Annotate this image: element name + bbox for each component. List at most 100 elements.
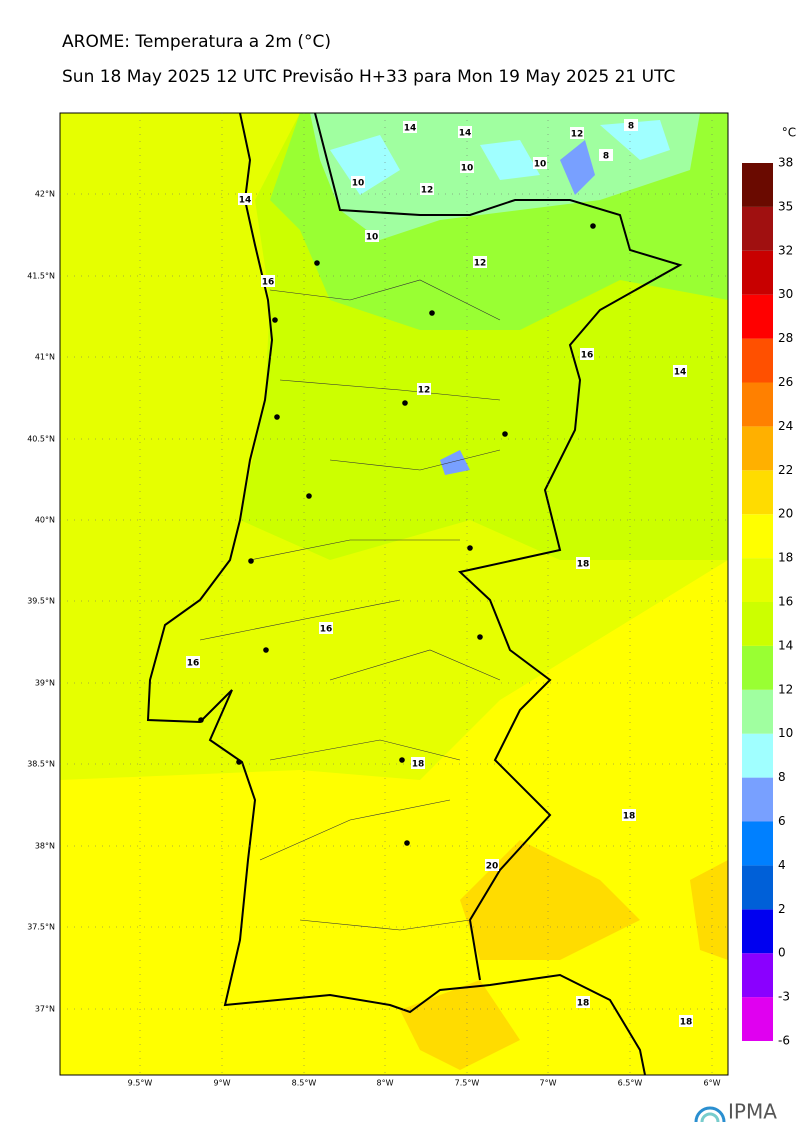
city-dot xyxy=(402,400,408,406)
colorbar-bin xyxy=(742,426,773,471)
colorbar-bin xyxy=(742,250,773,295)
logo-arc xyxy=(700,1112,720,1123)
colorbar-bin xyxy=(742,645,773,690)
colorbar-bin xyxy=(742,514,773,559)
colorbar-bin xyxy=(742,338,773,383)
city-dot xyxy=(429,310,435,316)
lat-label: 37.5°N xyxy=(27,923,55,932)
colorbar-bin xyxy=(742,382,773,427)
contour-label: 16 xyxy=(187,659,200,669)
colorbar-unit: °C xyxy=(782,126,796,140)
contour-label-bg xyxy=(238,193,252,205)
colorbar-tick-label: 26 xyxy=(778,375,793,389)
contour-label: 18 xyxy=(412,760,425,770)
contour-label-bg xyxy=(186,656,200,668)
border xyxy=(314,113,683,981)
contour-label: 18 xyxy=(577,999,590,1009)
colorbar-bin xyxy=(742,470,773,515)
coastline xyxy=(146,113,646,1075)
contour-label-bg xyxy=(679,1015,693,1027)
colorbar-tick-label: 16 xyxy=(778,595,793,609)
colorbar-bin xyxy=(742,206,773,251)
contour-label-bg xyxy=(485,859,499,871)
lon-label: 8.5°W xyxy=(292,1079,317,1088)
colorbar-tick-label: 35 xyxy=(778,199,793,213)
contour-label: 12 xyxy=(421,186,434,196)
lat-label: 42°N xyxy=(35,190,55,199)
contour-label-bg xyxy=(673,365,687,377)
contour-label-bg xyxy=(570,127,584,139)
logo-arc xyxy=(694,1106,726,1123)
colorbar-tick-label: 30 xyxy=(778,287,793,301)
lat-label: 37°N xyxy=(35,1005,55,1014)
lat-label: 38°N xyxy=(35,842,55,851)
city-dot xyxy=(314,260,320,266)
colorbar-tick-label: 12 xyxy=(778,682,793,696)
colorbar-tick-label: 8 xyxy=(778,770,786,784)
city-dot xyxy=(502,431,508,437)
contour-label-bg xyxy=(319,622,333,634)
contour-label: 20 xyxy=(486,862,499,872)
contour-label: 14 xyxy=(404,124,417,134)
colorbar-bin xyxy=(742,689,773,734)
contour-label: 16 xyxy=(581,351,594,361)
contour-label-bg xyxy=(365,230,379,242)
colorbar-bin xyxy=(742,294,773,339)
colorbar-bin xyxy=(742,602,773,646)
city-dot xyxy=(477,634,483,640)
lat-label: 40.5°N xyxy=(27,435,55,444)
city-dot xyxy=(198,717,204,723)
lon-label: 9°W xyxy=(214,1079,231,1088)
contour-label: 10 xyxy=(366,233,379,243)
cold-spot xyxy=(560,140,595,195)
contour-label: 18 xyxy=(623,812,636,822)
city-dot xyxy=(272,317,278,323)
contour-label-bg xyxy=(473,256,487,268)
city-dot xyxy=(467,545,473,551)
colorbar-tick-label: -3 xyxy=(778,990,790,1004)
colorbar-bin xyxy=(742,163,773,207)
colorbar-tick-label: -6 xyxy=(778,1034,790,1048)
city-dot xyxy=(399,757,405,763)
contour-label-bg xyxy=(576,996,590,1008)
city-dot xyxy=(590,223,596,229)
lat-label: 39.5°N xyxy=(27,597,55,606)
contour-label-bg xyxy=(411,757,425,769)
lat-label: 40°N xyxy=(35,516,55,525)
contour-label: 12 xyxy=(418,386,431,396)
colorbar-tick-label: 32 xyxy=(778,243,793,257)
lat-label: 39°N xyxy=(35,679,55,688)
colorbar-tick-label: 22 xyxy=(778,463,793,477)
city-dot xyxy=(404,840,410,846)
city-dot xyxy=(248,558,254,564)
contour-label-bg xyxy=(624,119,638,131)
colorbar-tick-label: 38 xyxy=(778,156,793,170)
contour-label: 14 xyxy=(239,196,252,206)
colorbar-tick-label: 20 xyxy=(778,507,793,521)
contour-label-bg xyxy=(420,183,434,195)
lon-label: 9.5°W xyxy=(128,1079,153,1088)
coldest-zone xyxy=(330,120,670,195)
contour-label: 10 xyxy=(461,164,474,174)
colorbar-tick-label: 10 xyxy=(778,726,793,740)
contour-label: 14 xyxy=(459,129,472,139)
contour-label-bg xyxy=(351,176,365,188)
colorbar-tick-label: 24 xyxy=(778,419,793,433)
logo: IPMA xyxy=(694,1100,777,1124)
subtitle: Sun 18 May 2025 12 UTC Previsão H+33 par… xyxy=(62,67,675,87)
contour-label-bg xyxy=(622,809,636,821)
colorbar-tick-label: 14 xyxy=(778,638,793,652)
contour-label: 16 xyxy=(262,278,275,288)
contour-label: 12 xyxy=(474,259,487,269)
colorbar-tick-label: 6 xyxy=(778,814,786,828)
colorbar-bin xyxy=(742,777,773,822)
cities xyxy=(198,223,596,846)
lon-label: 7°W xyxy=(540,1079,557,1088)
contour-label-bg xyxy=(599,149,613,161)
contour-label: 10 xyxy=(534,160,547,170)
colorbar-bin xyxy=(742,821,773,866)
contour-label-bg xyxy=(403,121,417,133)
colorbar-bin xyxy=(742,865,773,910)
